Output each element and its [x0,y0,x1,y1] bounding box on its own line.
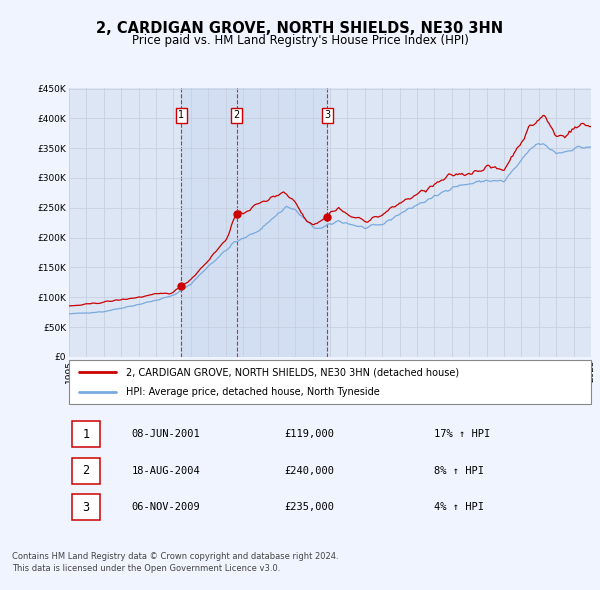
Text: Contains HM Land Registry data © Crown copyright and database right 2024.
This d: Contains HM Land Registry data © Crown c… [12,552,338,573]
Text: 17% ↑ HPI: 17% ↑ HPI [434,429,491,439]
Text: 2, CARDIGAN GROVE, NORTH SHIELDS, NE30 3HN: 2, CARDIGAN GROVE, NORTH SHIELDS, NE30 3… [97,21,503,35]
Text: 08-JUN-2001: 08-JUN-2001 [131,429,200,439]
FancyBboxPatch shape [71,494,100,520]
Text: 2: 2 [82,464,89,477]
Text: Price paid vs. HM Land Registry's House Price Index (HPI): Price paid vs. HM Land Registry's House … [131,34,469,47]
Text: 3: 3 [324,110,330,120]
Text: £119,000: £119,000 [284,429,334,439]
Text: 2: 2 [233,110,239,120]
FancyBboxPatch shape [71,458,100,484]
Text: 8% ↑ HPI: 8% ↑ HPI [434,466,484,476]
Bar [181,88,327,357]
Text: HPI: Average price, detached house, North Tyneside: HPI: Average price, detached house, Nort… [127,387,380,396]
Text: 2, CARDIGAN GROVE, NORTH SHIELDS, NE30 3HN (detached house): 2, CARDIGAN GROVE, NORTH SHIELDS, NE30 3… [127,368,460,377]
FancyBboxPatch shape [69,360,591,404]
Text: 3: 3 [82,501,89,514]
Text: 1: 1 [178,110,184,120]
Text: £235,000: £235,000 [284,502,334,512]
FancyBboxPatch shape [71,421,100,447]
Text: 1: 1 [82,428,89,441]
Text: 06-NOV-2009: 06-NOV-2009 [131,502,200,512]
Text: £240,000: £240,000 [284,466,334,476]
Text: 18-AUG-2004: 18-AUG-2004 [131,466,200,476]
Text: 4% ↑ HPI: 4% ↑ HPI [434,502,484,512]
